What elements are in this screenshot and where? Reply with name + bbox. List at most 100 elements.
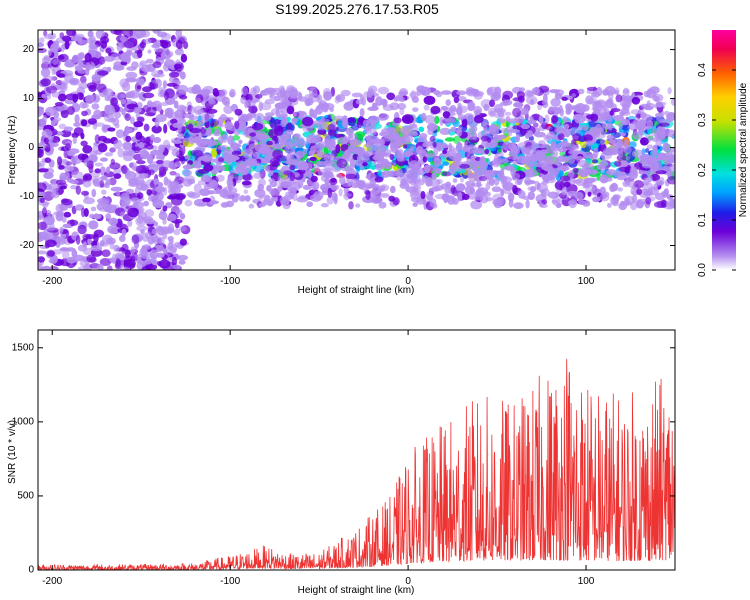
heatmap-cell xyxy=(126,149,136,157)
heatmap-cell xyxy=(645,103,656,109)
heatmap-cell xyxy=(62,159,68,165)
heatmap-cell xyxy=(61,216,67,223)
heatmap-cell xyxy=(167,236,174,242)
y-tick-label: 1500 xyxy=(12,342,35,353)
heatmap-cell xyxy=(174,161,181,168)
heatmap-cell xyxy=(381,128,391,135)
heatmap-cell xyxy=(340,89,351,97)
heatmap-cell xyxy=(38,168,49,173)
heatmap-cell xyxy=(119,196,131,207)
heatmap-cell xyxy=(226,177,233,187)
heatmap-cell xyxy=(65,143,71,152)
heatmap-cell xyxy=(334,97,341,104)
heatmap-cell xyxy=(125,50,132,58)
heatmap-cell xyxy=(499,158,510,164)
heatmap-cell xyxy=(220,89,228,97)
heatmap-cell xyxy=(292,111,300,118)
heatmap-cell xyxy=(94,162,104,167)
heatmap-cell xyxy=(443,193,448,204)
heatmap-cell xyxy=(581,104,590,112)
heatmap-cell xyxy=(164,112,171,117)
heatmap-cell xyxy=(98,200,110,206)
heatmap-cell xyxy=(484,148,490,155)
heatmap-cell xyxy=(38,47,47,54)
heatmap-cell xyxy=(274,103,287,110)
heatmap-cell xyxy=(457,114,467,120)
heatmap-cell xyxy=(561,96,568,101)
heatmap-cell xyxy=(105,237,116,245)
heatmap-cell xyxy=(424,114,436,124)
heatmap-cell xyxy=(662,142,671,152)
heatmap-cell xyxy=(558,166,570,171)
heatmap-cell xyxy=(424,142,429,148)
heatmap-cell xyxy=(399,107,405,116)
heatmap-cell xyxy=(138,78,145,86)
heatmap-cell xyxy=(264,112,275,117)
heatmap-cell xyxy=(167,213,177,222)
heatmap-cell xyxy=(200,127,207,135)
heatmap-cell xyxy=(152,30,161,34)
heatmap-cell xyxy=(133,200,140,206)
heatmap-cell xyxy=(66,151,75,156)
heatmap-cell xyxy=(86,37,97,44)
heatmap-cell xyxy=(605,169,617,176)
heatmap-cell xyxy=(591,169,598,174)
heatmap-cell xyxy=(550,97,561,107)
heatmap-cell xyxy=(607,90,614,101)
heatmap-cell xyxy=(127,207,139,218)
heatmap-cell xyxy=(401,114,414,125)
heatmap-cell xyxy=(512,125,520,130)
heatmap-cell xyxy=(518,87,526,92)
heatmap-cell xyxy=(38,42,45,48)
heatmap-cell xyxy=(422,156,428,163)
heatmap-cell xyxy=(375,96,383,107)
heatmap-cell xyxy=(219,114,228,121)
y-tick-label: 0 xyxy=(28,142,34,153)
heatmap-cell xyxy=(342,119,349,129)
heatmap-cell xyxy=(485,197,493,202)
heatmap-cell xyxy=(587,191,592,197)
heatmap-cell xyxy=(388,127,397,136)
heatmap-cell xyxy=(162,80,167,89)
heatmap-cell xyxy=(466,181,472,188)
heatmap-cell xyxy=(244,100,249,109)
heatmap-cell xyxy=(74,37,83,42)
heatmap-cell xyxy=(669,112,675,117)
heatmap-cell xyxy=(65,172,70,181)
heatmap-cell xyxy=(150,134,155,141)
heatmap-cell xyxy=(551,115,559,123)
heatmap-cell xyxy=(248,105,258,114)
heatmap-cell xyxy=(197,120,204,127)
heatmap-cell xyxy=(195,94,204,104)
heatmap-cell xyxy=(639,137,649,146)
heatmap-cell xyxy=(105,178,111,186)
heatmap-cell xyxy=(646,144,654,150)
heatmap-cell xyxy=(309,156,317,162)
heatmap-cell xyxy=(91,176,103,184)
heatmap-cell xyxy=(83,175,88,182)
heatmap-cell xyxy=(387,135,399,141)
y-tick-label: 1000 xyxy=(12,416,35,427)
heatmap-cell xyxy=(146,154,154,165)
heatmap-cell xyxy=(606,134,614,140)
heatmap-cell xyxy=(456,129,462,137)
heatmap-cell xyxy=(286,105,295,115)
heatmap-cell xyxy=(434,168,442,174)
heatmap-cell xyxy=(44,226,55,232)
heatmap-cell xyxy=(515,134,520,143)
heatmap-cell xyxy=(347,133,358,141)
heatmap-cell xyxy=(477,149,482,155)
heatmap-cell xyxy=(521,160,526,165)
heatmap-cell xyxy=(263,115,272,121)
heatmap-cell xyxy=(415,145,424,155)
heatmap-cell xyxy=(73,127,84,136)
heatmap-cell xyxy=(99,258,112,266)
heatmap-cell xyxy=(551,199,558,204)
heatmap-cell xyxy=(214,128,220,133)
heatmap-cell xyxy=(574,115,586,124)
heatmap-cell xyxy=(646,120,654,128)
heatmap-cell xyxy=(88,84,97,92)
heatmap-cell xyxy=(529,186,537,193)
heatmap-cell xyxy=(399,88,408,96)
heatmap-cell xyxy=(241,86,249,96)
